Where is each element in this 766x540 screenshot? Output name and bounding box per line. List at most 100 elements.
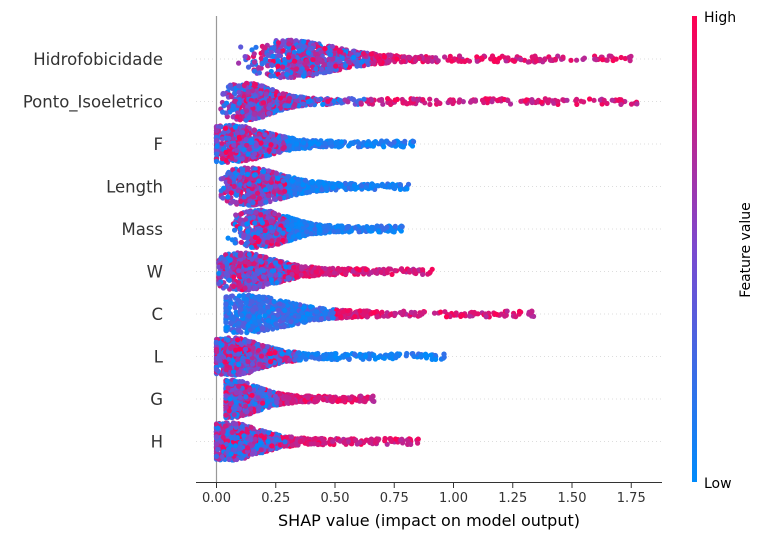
shap-point — [323, 228, 329, 234]
shap-point — [410, 139, 417, 145]
shap-point — [263, 199, 269, 205]
shap-point — [230, 114, 236, 120]
shap-point — [429, 58, 435, 64]
shap-point — [232, 227, 238, 233]
feature-row-points — [218, 165, 412, 208]
shap-point — [335, 228, 341, 234]
shap-point — [290, 54, 296, 60]
shap-point — [237, 174, 243, 180]
shap-point — [391, 182, 397, 188]
shap-point — [312, 226, 318, 232]
shap-point — [296, 232, 302, 238]
shap-point — [399, 224, 405, 230]
shap-point — [604, 57, 610, 63]
shap-point — [270, 53, 276, 60]
shap-point — [284, 71, 290, 78]
shap-point — [295, 176, 301, 182]
shap-point — [265, 136, 271, 142]
shap-point — [268, 142, 274, 148]
shap-point — [301, 39, 307, 45]
shap-point — [356, 229, 362, 235]
shap-point — [489, 53, 496, 59]
shap-point — [294, 66, 300, 72]
shap-point — [243, 108, 250, 114]
shap-point — [316, 179, 323, 185]
shap-point — [392, 97, 398, 103]
shap-point — [237, 217, 243, 223]
shap-point — [234, 130, 240, 136]
shap-point — [253, 44, 259, 50]
shap-point — [496, 55, 502, 61]
shap-point — [359, 59, 365, 65]
shap-point — [339, 225, 345, 231]
shap-point — [230, 136, 237, 142]
shap-point — [238, 239, 244, 245]
shap-point — [609, 97, 615, 103]
shap-point — [253, 209, 259, 215]
shap-point — [260, 113, 266, 120]
shap-point — [302, 177, 308, 183]
shap-point — [511, 58, 518, 64]
shap-point — [263, 152, 269, 158]
shap-point — [364, 142, 370, 148]
shap-point — [251, 51, 257, 57]
shap-point — [235, 110, 241, 116]
shap-point — [330, 56, 336, 62]
shap-point — [416, 55, 422, 62]
shap-point — [306, 50, 312, 56]
shap-point — [239, 170, 245, 176]
shap-point — [250, 214, 257, 220]
shap-point — [379, 98, 385, 104]
shap-point — [262, 187, 268, 193]
shap-point — [248, 244, 255, 250]
shap-point — [290, 62, 296, 68]
shap-point — [345, 99, 351, 105]
shap-point — [221, 103, 227, 109]
shap-point — [427, 96, 433, 102]
shap-point — [350, 97, 357, 103]
shap-point — [551, 100, 557, 106]
shap-point — [256, 195, 262, 201]
shap-point — [305, 99, 311, 105]
shap-point — [410, 96, 416, 102]
shap-point — [285, 174, 291, 180]
shap-point — [258, 140, 264, 146]
shap-point — [290, 234, 296, 240]
shap-point — [228, 94, 234, 100]
shap-point — [236, 60, 242, 66]
shap-point — [403, 100, 409, 106]
shap-point — [232, 124, 238, 130]
shap-point — [303, 65, 309, 71]
shap-point — [280, 38, 286, 44]
shap-point — [608, 53, 614, 59]
shap-point — [260, 100, 267, 106]
shap-point — [310, 57, 316, 63]
shap-point — [264, 239, 270, 245]
shap-point — [323, 185, 329, 191]
shap-point — [228, 151, 234, 157]
shap-point — [248, 139, 254, 145]
shap-point — [374, 54, 380, 60]
shap-point — [406, 54, 413, 61]
shap-point — [266, 168, 272, 174]
shap-point — [256, 70, 262, 76]
shap-point — [300, 182, 306, 188]
shap-point — [219, 140, 225, 146]
shap-point — [564, 97, 570, 103]
shap-point — [271, 44, 277, 51]
shap-point — [235, 187, 241, 194]
shap-point — [462, 58, 468, 65]
shap-point — [265, 52, 271, 59]
shap-point — [218, 188, 224, 194]
shap-point — [356, 140, 362, 146]
shap-point — [282, 103, 288, 109]
shap-point — [245, 228, 251, 234]
shap-point — [361, 96, 367, 102]
shap-point — [252, 220, 258, 226]
shap-point — [321, 62, 327, 68]
shap-point — [308, 231, 314, 237]
shap-point — [285, 226, 292, 233]
shap-point — [236, 89, 242, 95]
shap-point — [306, 70, 312, 76]
shap-point — [297, 69, 303, 75]
